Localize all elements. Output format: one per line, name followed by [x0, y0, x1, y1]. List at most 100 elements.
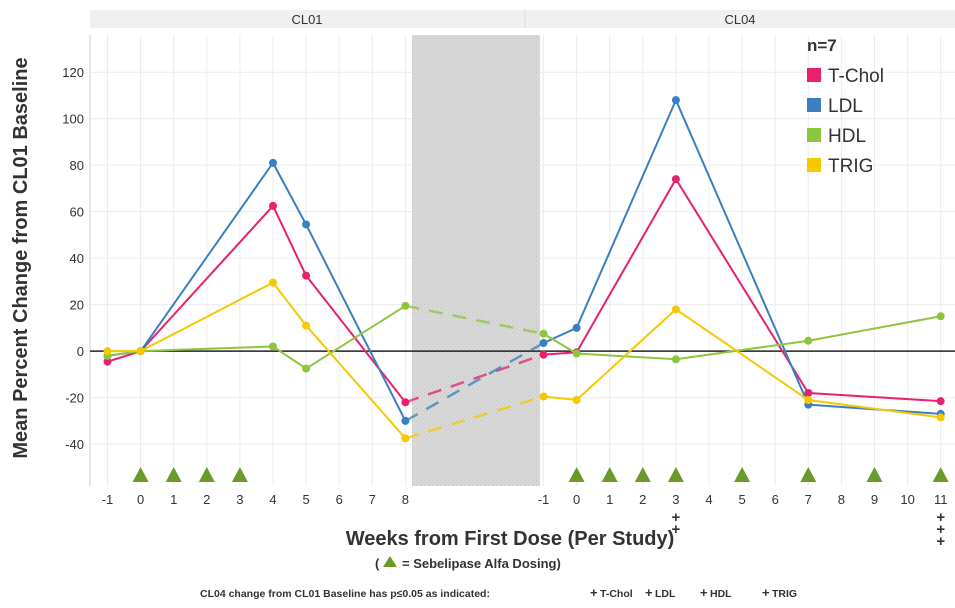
- panel-title-cl01: CL01: [291, 12, 322, 27]
- x-tick-label: 4: [705, 492, 712, 507]
- data-point-ldl: [302, 220, 311, 229]
- dosing-triangle-icon: [165, 467, 182, 482]
- x-tick-label: 1: [170, 492, 177, 507]
- grid: [89, 35, 955, 486]
- sig-legend-label: HDL: [710, 588, 732, 600]
- dosing-triangle-icon: [866, 467, 883, 482]
- series-connector-t-chol: [404, 353, 544, 404]
- legend-label: TRIG: [828, 156, 873, 177]
- data-point-hdl: [302, 364, 311, 373]
- y-tick-label: 100: [62, 112, 84, 127]
- panel-header-cl04: [525, 10, 955, 28]
- significance-plus-trig: +: [936, 533, 945, 550]
- x-tick-label: -1: [538, 492, 550, 507]
- sig-legend-label: LDL: [655, 588, 676, 600]
- y-axis-label: Mean Percent Change from CL01 Baseline: [10, 57, 32, 458]
- data-point-t-chol: [804, 389, 813, 398]
- data-point-ldl: [572, 323, 581, 332]
- y-axis: -40 -20 0 20 40 60 80 100 120: [62, 65, 84, 452]
- data-point-hdl: [572, 349, 581, 358]
- dosing-triangle-icon: [601, 467, 618, 482]
- dosing-note-triangle-icon: [383, 556, 397, 567]
- sig-legend-label: TRIG: [772, 588, 797, 600]
- data-point-trig: [136, 347, 145, 356]
- legend-swatch-ldl: [807, 98, 821, 112]
- significance-plus-t-chol: +: [672, 509, 681, 526]
- series-connector-ldl: [404, 341, 545, 422]
- data-point-ldl: [671, 96, 680, 105]
- x-tick-label: 6: [336, 492, 343, 507]
- legend-swatch-trig: [807, 158, 821, 172]
- x-axis-label: Weeks from First Dose (Per Study): [346, 528, 675, 550]
- dosing-triangle-icon: [198, 467, 215, 482]
- data-point-t-chol: [936, 397, 945, 406]
- data-point-ldl: [269, 158, 277, 167]
- panel-title-cl04: CL04: [724, 12, 755, 27]
- legend-label: HDL: [828, 126, 866, 147]
- dosing-note-open: (: [375, 556, 380, 571]
- study-gap-region: [412, 35, 540, 486]
- data-point-hdl: [539, 329, 548, 338]
- y-tick-label: 40: [70, 251, 84, 266]
- dosing-triangle-icon: [132, 467, 149, 482]
- dosing-triangle-icon: [734, 467, 751, 482]
- dosing-triangle-icon: [667, 467, 684, 482]
- data-point-trig: [302, 321, 311, 330]
- legend-swatch-hdl: [807, 128, 821, 142]
- dosing-triangle-icon: [568, 467, 585, 482]
- x-tick-label: 2: [203, 492, 210, 507]
- data-point-trig: [539, 392, 548, 401]
- x-tick-label: 11: [934, 492, 948, 507]
- x-tick-label: 2: [639, 492, 646, 507]
- x-tick-label: 10: [900, 492, 914, 507]
- dosing-markers: [132, 467, 949, 482]
- x-tick-label: 3: [672, 492, 679, 507]
- x-tick-label: 5: [738, 492, 745, 507]
- significance-plus-hdl: +: [936, 521, 945, 538]
- data-point-t-chol: [671, 175, 680, 184]
- sig-legend-plus-icon: +: [762, 585, 770, 600]
- y-tick-label: -20: [65, 391, 84, 406]
- data-point-t-chol: [401, 398, 410, 407]
- y-tick-label: -40: [65, 437, 84, 452]
- data-point-t-chol: [302, 271, 311, 280]
- x-tick-label: 8: [402, 492, 409, 507]
- y-tick-label: 60: [70, 205, 84, 220]
- x-tick-label: 7: [805, 492, 812, 507]
- legend-title: n=7: [807, 36, 837, 55]
- data-point-trig: [401, 434, 410, 443]
- data-point-trig: [572, 395, 581, 404]
- x-tick-label: 6: [772, 492, 779, 507]
- dosing-triangle-icon: [231, 467, 248, 482]
- data-point-t-chol: [269, 201, 277, 210]
- y-tick-label: 0: [77, 344, 84, 359]
- dosing-triangle-icon: [800, 467, 817, 482]
- dosing-triangle-icon: [634, 467, 651, 482]
- x-tick-label: 3: [236, 492, 243, 507]
- data-point-hdl: [804, 336, 813, 345]
- data-point-hdl: [936, 312, 945, 321]
- series-connector-trig: [405, 395, 544, 440]
- legend: n=7 T-Chol LDL HDL TRIG: [807, 36, 884, 177]
- data-point-trig: [804, 395, 813, 404]
- x-tick-label: -1: [102, 492, 114, 507]
- legend-label: T-Chol: [828, 66, 884, 87]
- sig-legend-plus-icon: +: [700, 585, 708, 600]
- y-tick-label: 120: [62, 65, 84, 80]
- x-tick-label: 1: [606, 492, 613, 507]
- y-tick-label: 20: [70, 298, 84, 313]
- dosing-note-text: = Sebelipase Alfa Dosing): [402, 556, 561, 571]
- sig-legend-plus-icon: +: [590, 585, 598, 600]
- data-point-hdl: [671, 355, 680, 364]
- x-tick-label: 0: [573, 492, 580, 507]
- significance-footnote: CL04 change from CL01 Baseline has p≤0.0…: [200, 588, 490, 600]
- significance-plus-ldl: +: [672, 521, 681, 538]
- sig-legend-plus-icon: +: [645, 585, 653, 600]
- sig-legend-label: T-Chol: [600, 588, 633, 600]
- data-point-trig: [103, 347, 112, 356]
- x-tick-label: 4: [269, 492, 276, 507]
- series-lines: [103, 96, 945, 443]
- significance-markers: +++++: [672, 509, 946, 550]
- data-point-trig: [671, 305, 680, 314]
